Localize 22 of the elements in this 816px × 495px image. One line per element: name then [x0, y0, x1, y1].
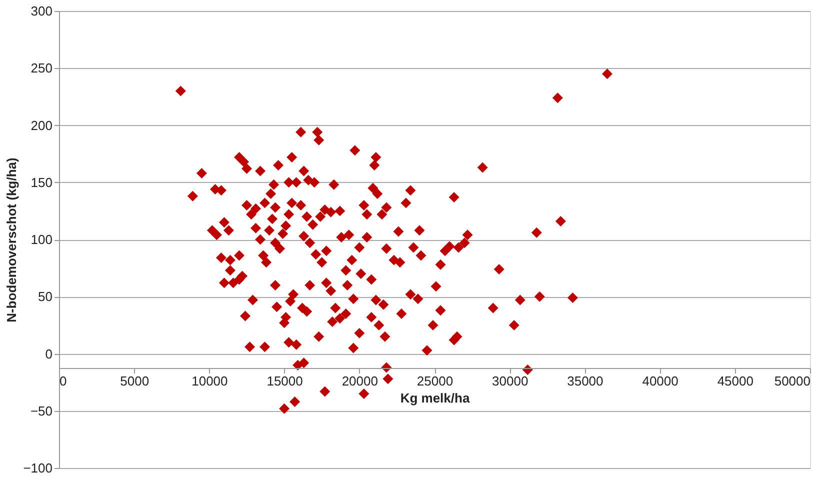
y-tick-label: −50 [30, 403, 52, 418]
x-tick-label: 0 [60, 374, 67, 388]
y-tick-label: 100 [30, 232, 52, 247]
x-tick-label: 10000 [192, 374, 228, 388]
y-axis-title: N-bodemoverschot (kg/ha) [4, 158, 20, 322]
y-tick-label: 0 [45, 346, 52, 362]
y-tick-label: 300 [30, 4, 52, 18]
y-tick-label: 150 [30, 174, 52, 190]
x-tick-label: 40000 [642, 374, 678, 388]
y-tick-label: −100 [23, 460, 52, 476]
x-axis-title: Kg melk/ha [400, 390, 470, 406]
x-tick-label: 35000 [567, 374, 604, 388]
x-tick-label: 45000 [717, 374, 754, 388]
x-tick-label: 25000 [416, 374, 454, 388]
y-tick-label: 50 [38, 289, 52, 304]
y-tick-label: 250 [30, 60, 52, 76]
x-tick-label: 20000 [342, 374, 378, 388]
y-tick-label: 200 [30, 118, 52, 133]
x-tick-label: 15000 [266, 374, 303, 388]
x-tick-label: 50000 [774, 374, 810, 388]
x-tick-label: 30000 [492, 374, 528, 388]
x-tick-label: 5000 [120, 374, 150, 388]
